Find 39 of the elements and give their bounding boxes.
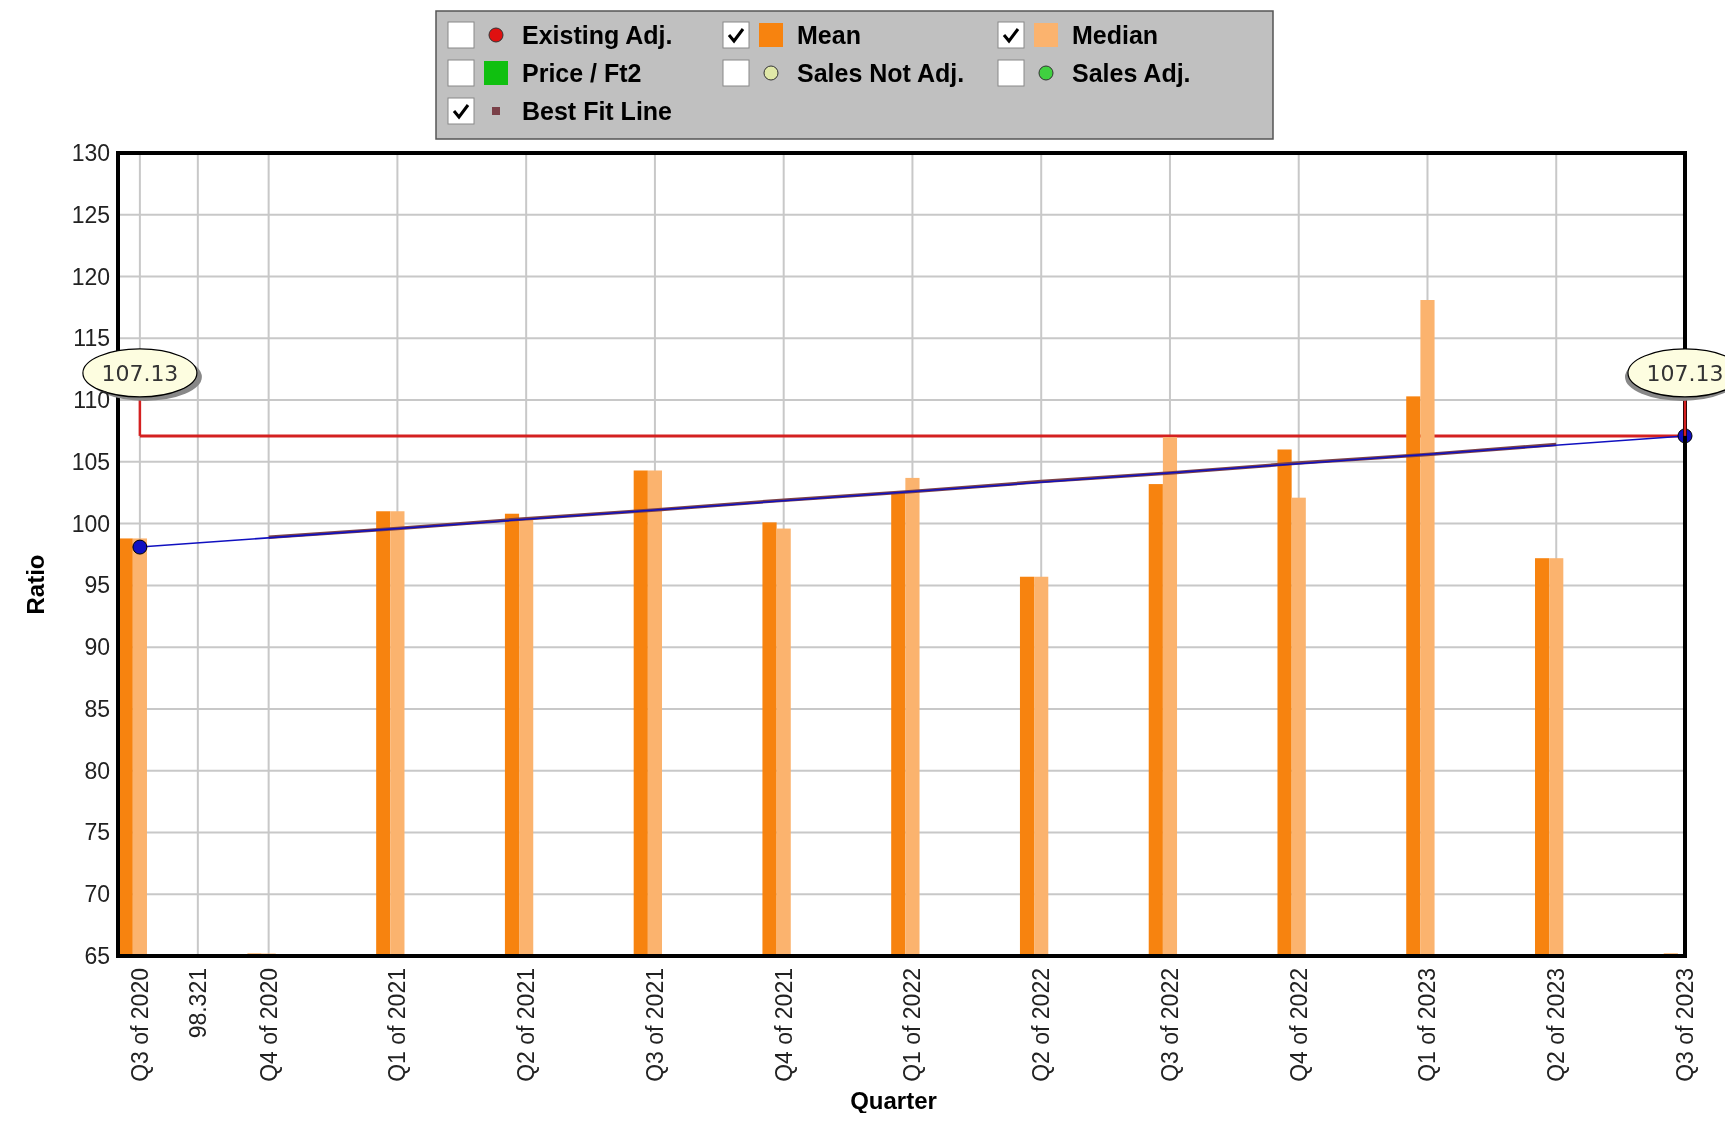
x-tick-label: Q4 of 2021 [770, 968, 797, 1082]
y-tick-label: 125 [71, 201, 110, 228]
x-tick-label: Q3 of 2021 [641, 968, 668, 1082]
x-tick-label: Q3 of 2023 [1672, 968, 1698, 1082]
x-tick-label: Q1 of 2021 [384, 968, 411, 1082]
y-tick-label: 120 [71, 263, 110, 290]
x-tick-label: Q1 of 2022 [899, 968, 926, 1082]
y-tick-label: 90 [84, 634, 110, 661]
x-tick-label: Q4 of 2020 [255, 968, 282, 1082]
y-tick-label: 80 [84, 757, 110, 784]
legend-label: Best Fit Line [522, 97, 673, 125]
y-tick-label: 85 [84, 695, 110, 722]
x-tick-label: Q4 of 2022 [1285, 968, 1312, 1082]
y-tick-label: 115 [73, 325, 110, 352]
legend-label: Sales Not Adj. [797, 59, 965, 87]
y-tick-label: 110 [73, 387, 110, 414]
legend-label: Median [1072, 21, 1159, 49]
y-axis-title: Ratio [22, 554, 49, 615]
legend-label: Existing Adj. [522, 21, 673, 49]
y-tick-label: 75 [84, 819, 110, 846]
legend-label: Price / Ft2 [522, 59, 642, 87]
y-tick-label: 95 [84, 572, 110, 599]
text: 98.321 [184, 968, 211, 1039]
x-tick-label: Q1 of 2023 [1414, 968, 1441, 1082]
legend-label: Mean [797, 21, 861, 49]
y-tick-label: 105 [71, 448, 110, 475]
x-axis-title: Quarter [850, 1087, 937, 1114]
y-tick-label: 70 [84, 881, 110, 908]
x-tick-label: Q2 of 2022 [1028, 968, 1055, 1082]
x-tick-label: Q3 of 2022 [1156, 968, 1183, 1082]
y-tick-label: 130 [71, 140, 110, 166]
y-tick-label: 100 [71, 510, 110, 537]
annotation: 107.13 [1646, 360, 1724, 386]
x-tick-label: Q2 of 2023 [1543, 968, 1570, 1082]
y-tick-label: 65 [84, 943, 110, 969]
x-tick-label: Q3 of 2020 [126, 968, 153, 1082]
x-tick-label: Q2 of 2021 [513, 968, 540, 1082]
legend-label: Sales Adj. [1072, 59, 1191, 87]
annotation: 107.13 [101, 360, 179, 386]
